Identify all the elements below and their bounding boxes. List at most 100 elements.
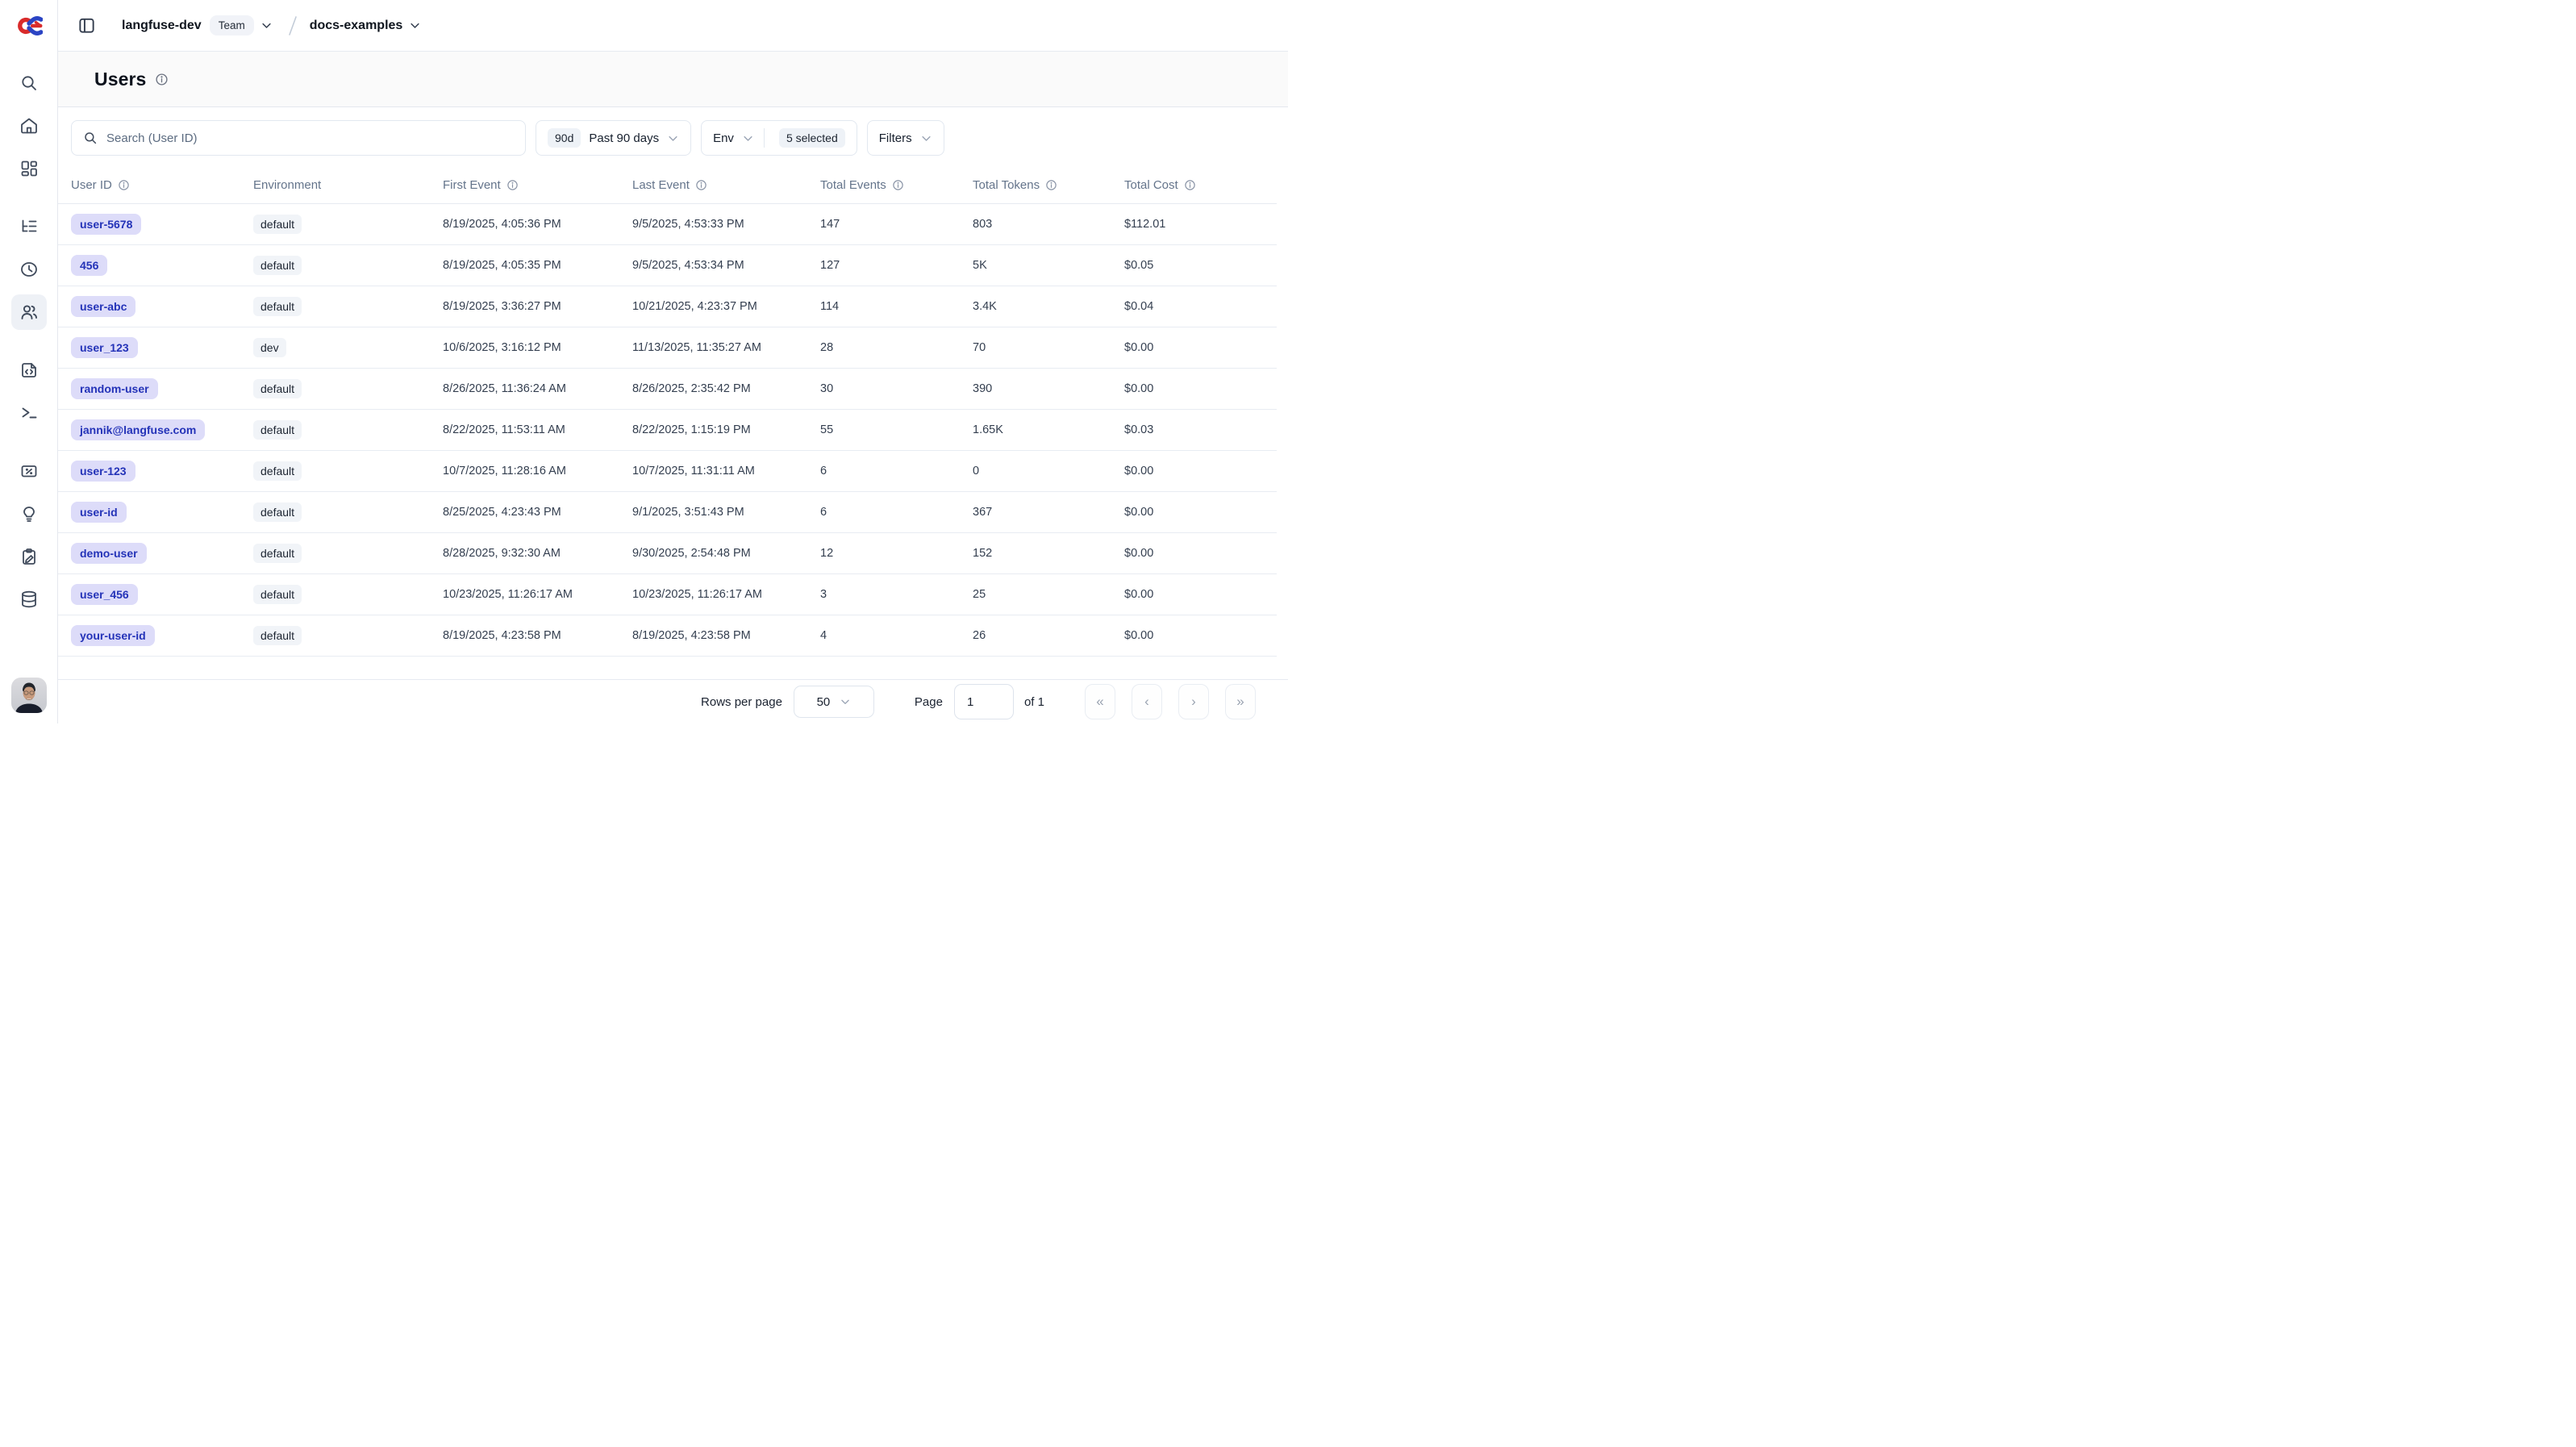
table-row: jannik@langfuse.com default 8/22/2025, 11:… — [58, 410, 1277, 451]
org-switcher-chevron[interactable] — [261, 19, 273, 31]
cell-user-id: user-123 — [71, 461, 253, 482]
chevron-down-icon — [920, 132, 932, 144]
breadcrumb-org[interactable]: langfuse-dev — [122, 18, 202, 32]
sidebar-item-sessions[interactable] — [11, 252, 47, 287]
user-id-badge[interactable]: jannik@langfuse.com — [71, 419, 206, 440]
sidebar-item-prompts[interactable] — [11, 352, 47, 388]
sidebar-item-annotation[interactable] — [11, 539, 47, 574]
chevron-down-icon — [840, 696, 851, 707]
env-label: Env — [713, 131, 734, 145]
sidebar-item-evaluators[interactable] — [11, 496, 47, 532]
user-id-badge[interactable]: 456 — [71, 255, 108, 276]
cell-last-event: 9/5/2025, 4:53:34 PM — [632, 259, 744, 272]
cell-total-tokens: 152 — [973, 547, 993, 560]
sidebar — [0, 0, 58, 724]
column-info-icon[interactable] — [1184, 179, 1196, 191]
cell-total-events: 30 — [820, 382, 834, 395]
sidebar-item-datasets[interactable] — [11, 582, 47, 617]
page-number-input[interactable] — [953, 684, 1014, 719]
sidebar-item-users[interactable] — [10, 294, 47, 330]
sidebar-item-dashboards[interactable] — [11, 151, 47, 186]
cell-last-event: 8/19/2025, 4:23:58 PM — [632, 629, 751, 642]
cell-total-tokens: 390 — [973, 382, 993, 395]
users-icon — [21, 305, 37, 319]
cell-first-event: 8/22/2025, 11:53:11 AM — [443, 423, 565, 436]
sidebar-toggle-button[interactable] — [77, 16, 96, 35]
main-column: langfuse-dev Team docs-examples Users — [58, 0, 1288, 724]
last-page-button[interactable]: » — [1225, 684, 1256, 719]
column-info-icon[interactable] — [695, 179, 707, 191]
rows-per-page-label: Rows per page — [701, 694, 782, 709]
search-container — [71, 120, 526, 156]
environment-badge: default — [253, 544, 302, 563]
user-id-badge[interactable]: demo-user — [71, 543, 147, 564]
sidebar-item-tracing[interactable] — [11, 209, 47, 244]
cell-environment: default — [253, 256, 443, 275]
sidebar-item-search[interactable] — [11, 65, 47, 101]
user-id-badge[interactable]: user-id — [71, 502, 127, 523]
cell-total-tokens: 1.65K — [973, 423, 1003, 436]
page-title-info-icon[interactable] — [155, 73, 169, 86]
column-header-total-tokens[interactable]: Total Tokens — [973, 178, 1124, 192]
cell-total-events: 147 — [820, 218, 840, 231]
project-switcher-chevron[interactable] — [409, 19, 421, 31]
column-info-icon[interactable] — [892, 179, 904, 191]
user-id-badge[interactable]: random-user — [71, 378, 158, 399]
cell-first-event: 8/28/2025, 9:32:30 AM — [443, 547, 561, 560]
column-header-last-event[interactable]: Last Event — [632, 178, 820, 192]
next-page-button[interactable]: › — [1178, 684, 1209, 719]
cell-environment: dev — [253, 338, 443, 357]
user-id-badge[interactable]: user-abc — [71, 296, 136, 317]
column-header-user-id[interactable]: User ID — [71, 178, 253, 192]
table-row: user-id default 8/25/2025, 4:23:43 PM 9/1/2… — [58, 492, 1277, 533]
table-toolbar: 90d Past 90 days Env 5 selected Filters — [58, 107, 1288, 167]
user-id-badge[interactable]: user_456 — [71, 584, 138, 605]
environment-filter-button[interactable]: Env 5 selected — [701, 120, 857, 156]
date-range-button[interactable]: 90d Past 90 days — [536, 120, 692, 156]
langfuse-logo[interactable] — [0, 0, 57, 52]
column-info-icon[interactable] — [1045, 179, 1057, 191]
cell-environment: default — [253, 215, 443, 234]
table-row: user-123 default 10/7/2025, 11:28:16 AM 10/… — [58, 451, 1277, 492]
app-root: langfuse-dev Team docs-examples Users — [0, 0, 1288, 724]
first-page-button[interactable]: « — [1085, 684, 1115, 719]
cell-total-tokens: 26 — [973, 629, 986, 642]
previous-page-button[interactable]: ‹ — [1132, 684, 1162, 719]
environment-badge: default — [253, 215, 302, 234]
cell-last-event: 10/7/2025, 11:31:11 AM — [632, 465, 755, 477]
user-id-badge[interactable]: your-user-id — [71, 625, 155, 646]
sidebar-item-home[interactable] — [11, 108, 47, 144]
cell-environment: default — [253, 502, 443, 522]
column-header-total-cost[interactable]: Total Cost — [1124, 178, 1264, 192]
table-row: user_123 dev 10/6/2025, 3:16:12 PM 11/13/20… — [58, 327, 1277, 369]
user-id-badge[interactable]: user-5678 — [71, 214, 142, 235]
cell-user-id: random-user — [71, 378, 253, 399]
column-header-total-events[interactable]: Total Events — [820, 178, 973, 192]
search-input[interactable] — [106, 131, 514, 145]
sidebar-item-scores[interactable] — [11, 453, 47, 489]
sidebar-item-playground[interactable] — [11, 395, 47, 431]
column-header-environment[interactable]: Environment — [253, 178, 443, 192]
rows-per-page-select[interactable]: 50 — [793, 686, 874, 718]
user-avatar[interactable] — [10, 678, 47, 713]
cell-first-event: 10/6/2025, 3:16:12 PM — [443, 341, 561, 354]
cell-last-event: 10/21/2025, 4:23:37 PM — [632, 300, 757, 313]
cell-total-cost: $0.00 — [1124, 588, 1154, 601]
environment-badge: default — [253, 585, 302, 604]
cell-total-cost: $0.05 — [1124, 259, 1154, 272]
cell-total-cost: $0.00 — [1124, 341, 1154, 354]
column-info-icon[interactable] — [506, 179, 519, 191]
cell-total-cost: $0.00 — [1124, 547, 1154, 560]
annotation-clipboard-icon — [22, 548, 35, 565]
button-divider — [763, 128, 765, 148]
column-header-first-event[interactable]: First Event — [443, 178, 632, 192]
column-info-icon[interactable] — [118, 179, 130, 191]
filters-button[interactable]: Filters — [866, 120, 944, 156]
breadcrumb-project[interactable]: docs-examples — [309, 18, 403, 32]
user-id-badge[interactable]: user_123 — [71, 337, 138, 358]
table-row: user_456 default 10/23/2025, 11:26:17 AM 10… — [58, 574, 1277, 615]
user-id-badge[interactable]: user-123 — [71, 461, 135, 482]
column-header-label: Environment — [253, 178, 322, 192]
search-icon — [21, 76, 36, 90]
rows-per-page-value: 50 — [816, 694, 831, 709]
